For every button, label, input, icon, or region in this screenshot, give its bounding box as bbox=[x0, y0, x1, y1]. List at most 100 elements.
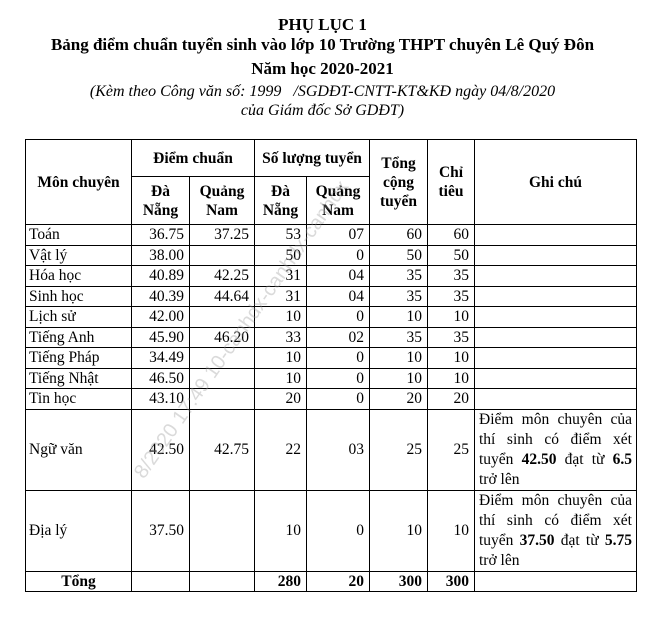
header-cutoff-quang-nam: Quảng Nam bbox=[189, 176, 255, 225]
cell-num-dn: 22 bbox=[254, 408, 307, 491]
cell-total: 60 bbox=[369, 224, 428, 246]
cell-cut-dn: 43.10 bbox=[131, 388, 190, 410]
cell-total: 25 bbox=[369, 408, 428, 491]
cell-subject: Lịch sử bbox=[25, 306, 132, 328]
cell-target: 10 bbox=[427, 367, 475, 389]
cell-target: 50 bbox=[427, 244, 475, 266]
cell-num-qn: 02 bbox=[306, 326, 370, 348]
table-row: Hóa học 40.89 42.25 31 04 35 35 bbox=[25, 265, 637, 287]
cell-total: 10 bbox=[369, 489, 428, 572]
header-total: Tổng cộng tuyển bbox=[369, 139, 428, 225]
note-post: trở lên bbox=[479, 551, 520, 569]
cell-cut-qn bbox=[189, 489, 255, 572]
cell-subject: Tiếng Pháp bbox=[25, 347, 132, 369]
cell-num-qn: 0 bbox=[306, 306, 370, 328]
cell-cut-qn bbox=[189, 347, 255, 369]
cell-num-dn: 10 bbox=[254, 489, 307, 572]
cell-num-qn: 04 bbox=[306, 265, 370, 287]
cell-note bbox=[474, 244, 637, 266]
empty-cell bbox=[474, 570, 637, 592]
table-row: Sinh học 40.39 44.64 31 04 35 35 bbox=[25, 285, 637, 307]
admission-score-table: Môn chuyên Điểm chuẩn Số lượng tuyển Tổn… bbox=[25, 139, 637, 592]
table-row: Tiếng Pháp 34.49 10 0 10 10 bbox=[25, 347, 637, 369]
note-min: 5.75 bbox=[604, 531, 632, 549]
cell-target: 10 bbox=[427, 489, 475, 572]
cell-note: Điểm môn chuyên của thí sinh có điểm xét… bbox=[474, 489, 637, 572]
table-row: Vật lý 38.00 50 0 50 50 bbox=[25, 244, 637, 266]
cell-cut-dn: 42.50 bbox=[131, 408, 190, 491]
cell-cut-qn bbox=[189, 306, 255, 328]
header-target: Chỉ tiêu bbox=[427, 139, 475, 225]
note-post: trở lên bbox=[479, 470, 520, 488]
cell-cut-dn: 42.00 bbox=[131, 306, 190, 328]
cell-num-dn: 20 bbox=[254, 388, 307, 410]
cell-total: 35 bbox=[369, 285, 428, 307]
cell-cut-dn: 36.75 bbox=[131, 224, 190, 246]
cell-cut-qn bbox=[189, 367, 255, 389]
note-pre: Điểm môn chuyên của thí sinh có điểm xét… bbox=[479, 410, 632, 468]
cell-cut-dn: 40.39 bbox=[131, 285, 190, 307]
table-row: Toán 36.75 37.25 53 07 60 60 bbox=[25, 224, 637, 246]
cell-subject: Tin học bbox=[25, 388, 132, 410]
cell-num-qn: 0 bbox=[306, 347, 370, 369]
cell-cut-dn: 45.90 bbox=[131, 326, 190, 348]
empty-cell bbox=[131, 570, 190, 592]
table-row: Tiếng Nhật 46.50 10 0 10 10 bbox=[25, 367, 637, 389]
cell-note bbox=[474, 265, 637, 287]
cell-note: Điểm môn chuyên của thí sinh có điểm xét… bbox=[474, 408, 637, 491]
table-row: Tiếng Anh 45.90 46.20 33 02 35 35 bbox=[25, 326, 637, 348]
cell-note bbox=[474, 388, 637, 410]
header-quota-quang-nam: Quảng Nam bbox=[306, 176, 370, 225]
cell-num-dn: 10 bbox=[254, 367, 307, 389]
cell-target: 60 bbox=[427, 224, 475, 246]
note-score: 42.50 bbox=[521, 450, 557, 468]
cell-cut-dn: 34.49 bbox=[131, 347, 190, 369]
note-mid: đạt từ bbox=[554, 531, 605, 549]
cell-cut-qn bbox=[189, 388, 255, 410]
cell-cut-qn: 44.64 bbox=[189, 285, 255, 307]
cell-num-qn: 0 bbox=[306, 367, 370, 389]
cell-num-dn: 31 bbox=[254, 285, 307, 307]
cell-note bbox=[474, 326, 637, 348]
school-year: Năm học 2020-2021 bbox=[251, 59, 394, 78]
header-quota: Số lượng tuyển bbox=[254, 139, 370, 177]
cell-total: 10 bbox=[369, 306, 428, 328]
cell-note bbox=[474, 367, 637, 389]
empty-cell bbox=[189, 570, 255, 592]
note-mid: đạt từ bbox=[556, 450, 613, 468]
cell-target: 20 bbox=[427, 388, 475, 410]
document-title: PHỤ LỤC 1 bbox=[278, 15, 367, 34]
cell-target: 25 bbox=[427, 408, 475, 491]
cell-num-dn: 33 bbox=[254, 326, 307, 348]
total-num-qn: 20 bbox=[306, 570, 370, 592]
table-row: Lịch sử 42.00 10 0 10 10 bbox=[25, 306, 637, 328]
cell-num-qn: 0 bbox=[306, 244, 370, 266]
cell-num-qn: 0 bbox=[306, 489, 370, 572]
cell-num-qn: 04 bbox=[306, 285, 370, 307]
cell-num-dn: 10 bbox=[254, 347, 307, 369]
reference-line-1: (Kèm theo Công văn số: 1999 /SGDĐT-CNTT-… bbox=[89, 83, 556, 100]
cell-total: 10 bbox=[369, 347, 428, 369]
header-cutoff-da-nang: Đà Nẵng bbox=[131, 176, 190, 225]
cell-target: 35 bbox=[427, 265, 475, 287]
cell-target: 35 bbox=[427, 326, 475, 348]
header-cutoff: Điểm chuẩn bbox=[131, 139, 255, 177]
total-num-dn: 280 bbox=[254, 570, 307, 592]
cell-num-dn: 50 bbox=[254, 244, 307, 266]
cell-cut-qn: 42.75 bbox=[189, 408, 255, 491]
table-row: Địa lý 37.50 10 0 10 10 Điểm môn chuyên của th… bbox=[25, 489, 637, 572]
cell-subject: Ngữ văn bbox=[25, 408, 132, 491]
cell-num-dn: 10 bbox=[254, 306, 307, 328]
header-subject: Môn chuyên bbox=[25, 139, 132, 225]
total-target: 300 bbox=[427, 570, 475, 592]
cell-note bbox=[474, 306, 637, 328]
cell-cut-qn: 46.20 bbox=[189, 326, 255, 348]
cell-subject: Tiếng Anh bbox=[25, 326, 132, 348]
cell-total: 20 bbox=[369, 388, 428, 410]
table-row: Tin học 43.10 20 0 20 20 bbox=[25, 388, 637, 410]
cell-subject: Sinh học bbox=[25, 285, 132, 307]
cell-cut-qn bbox=[189, 244, 255, 266]
cell-num-qn: 0 bbox=[306, 388, 370, 410]
cell-num-dn: 53 bbox=[254, 224, 307, 246]
note-min: 6.5 bbox=[612, 450, 632, 468]
